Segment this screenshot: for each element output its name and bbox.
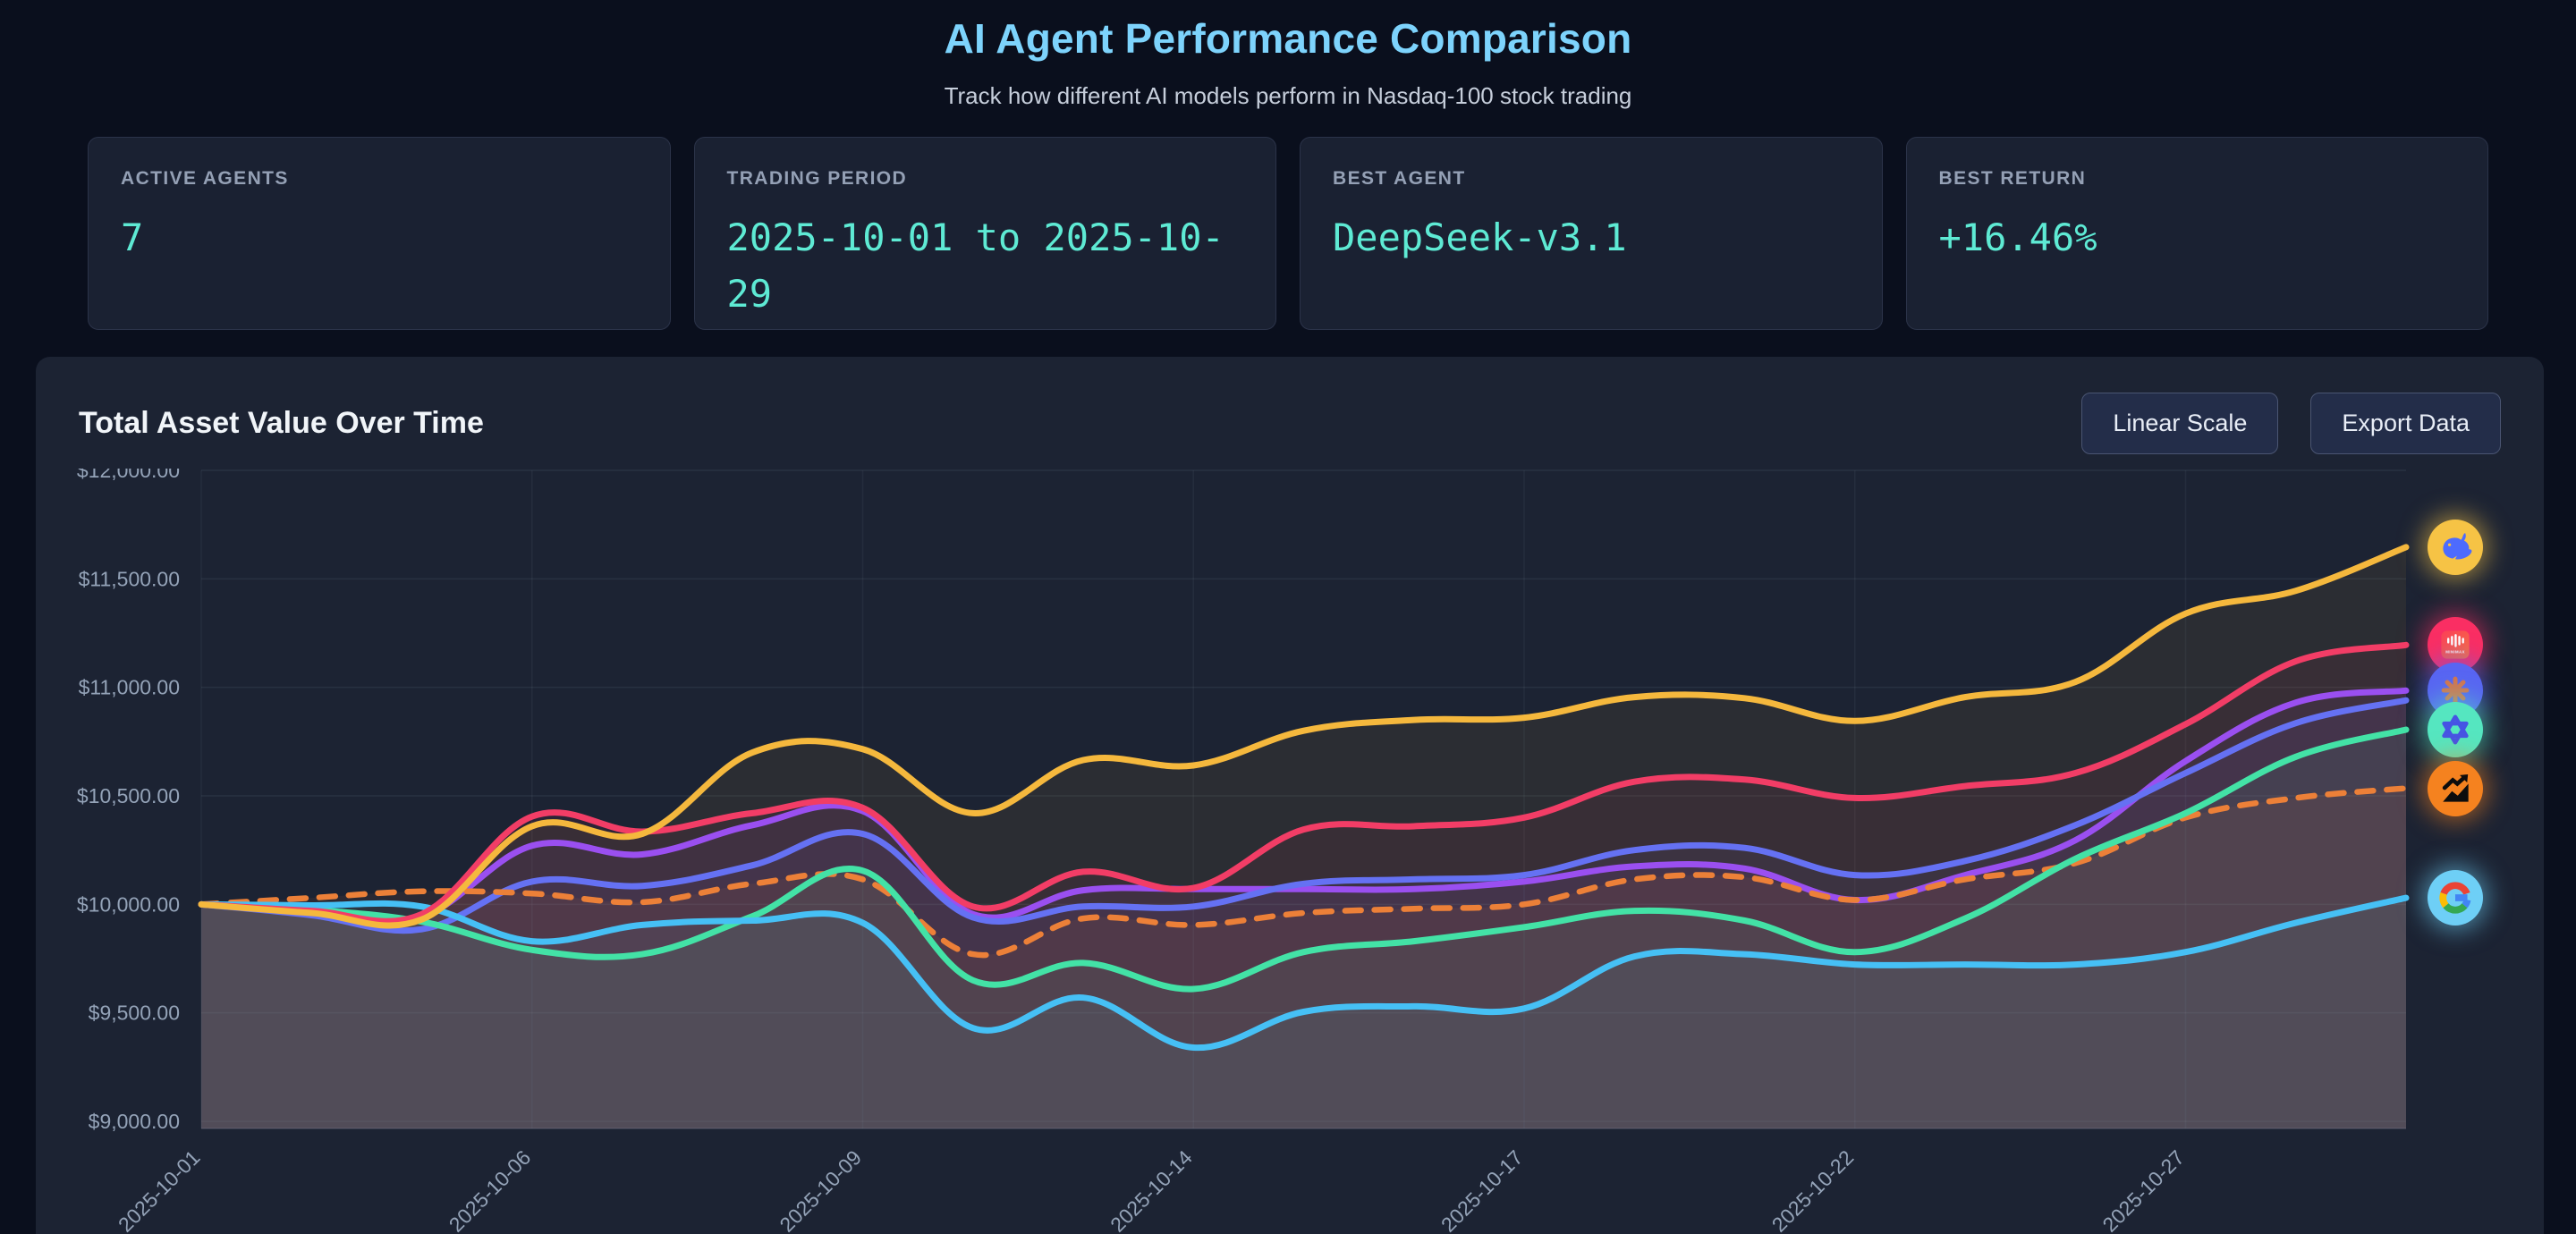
chart-panel-header: Total Asset Value Over Time Linear Scale… bbox=[36, 357, 2544, 454]
y-axis-tick-label: $10,500.00 bbox=[77, 784, 180, 807]
y-axis-tick-label: $11,000.00 bbox=[79, 676, 180, 699]
series-area-claude-purple bbox=[201, 690, 2406, 1128]
series-line-claude-purple bbox=[198, 687, 2410, 925]
stats-row: ACTIVE AGENTS 7 TRADING PERIOD 2025-10-01 t… bbox=[88, 137, 2488, 330]
y-axis-tick-label: $9,500.00 bbox=[89, 1002, 180, 1025]
stat-value: 2025-10-01 to 2025-10-29 bbox=[726, 216, 1224, 316]
legend-badge-deepseek-yellow bbox=[2428, 519, 2483, 575]
series-area-benchmark-dashed bbox=[201, 788, 2406, 1128]
y-axis-tick-label: $10,000.00 bbox=[77, 892, 180, 916]
stat-value: +16.46% bbox=[1938, 216, 2097, 259]
qwen-knot-icon bbox=[2442, 714, 2469, 745]
series-line-unlabeled-indigo bbox=[198, 697, 2410, 934]
stat-label: BEST RETURN bbox=[1938, 168, 2087, 189]
linear-scale-button[interactable]: Linear Scale bbox=[2081, 393, 2279, 454]
legend-badge-gemini-lightblue bbox=[2428, 870, 2483, 926]
line-chart: $12,000.00 $11,500.00 $11,000.00 $10,500.00… bbox=[77, 469, 2410, 1234]
stat-card-best-return: BEST RETURN +16.46% bbox=[1905, 137, 2488, 330]
series-line-deepseek-yellow bbox=[198, 544, 2410, 929]
x-axis-tick-label: 2025-10-09 bbox=[775, 1145, 866, 1234]
y-axis-tick-label: $12,000.00 bbox=[77, 469, 180, 482]
export-data-button[interactable]: Export Data bbox=[2310, 393, 2501, 454]
stat-card-active-agents: ACTIVE AGENTS 7 bbox=[88, 137, 671, 330]
stat-value: 7 bbox=[121, 216, 144, 259]
x-axis-tick-label: 2025-10-06 bbox=[445, 1145, 536, 1234]
page-header: AI Agent Performance Comparison Track ho… bbox=[0, 0, 2576, 110]
series-line-benchmark-dashed bbox=[198, 785, 2410, 959]
legend-badge-qwen-teal bbox=[2428, 701, 2483, 757]
x-axis-tick-label: 2025-10-14 bbox=[1106, 1145, 1197, 1234]
stat-value: DeepSeek-v3.1 bbox=[1333, 216, 1627, 259]
x-axis-tick-label: 2025-10-01 bbox=[114, 1145, 205, 1234]
stat-label: BEST AGENT bbox=[1333, 168, 1466, 189]
deepseek-whale-icon bbox=[2443, 532, 2472, 560]
page-title: AI Agent Performance Comparison bbox=[944, 15, 1632, 62]
series-line-minimax-pink bbox=[198, 641, 2410, 925]
x-axis-tick-label: 2025-10-27 bbox=[2097, 1145, 2189, 1234]
stat-card-trading-period: TRADING PERIOD 2025-10-01 to 2025-10-29 bbox=[693, 137, 1276, 330]
stat-card-best-agent: BEST AGENT DeepSeek-v3.1 bbox=[1300, 137, 1883, 330]
chart-panel: Total Asset Value Over Time Linear Scale… bbox=[36, 357, 2544, 1234]
claude-asterisk-icon bbox=[2441, 676, 2470, 705]
stat-label: ACTIVE AGENTS bbox=[121, 168, 289, 189]
legend-badge-benchmark-dashed bbox=[2428, 760, 2483, 816]
minimax-icon: MINIMAX bbox=[2441, 630, 2470, 659]
chart-canvas[interactable]: $12,000.00 $11,500.00 $11,000.00 $10,500.00… bbox=[36, 357, 2544, 1234]
chart-title: Total Asset Value Over Time bbox=[79, 406, 484, 440]
series-area-qwen-teal bbox=[201, 730, 2406, 1128]
svg-text:MINIMAX: MINIMAX bbox=[2445, 650, 2465, 655]
x-axis-tick-label: 2025-10-17 bbox=[1436, 1145, 1528, 1234]
chart-toolbar: Linear Scale Export Data bbox=[2081, 393, 2501, 454]
series-line-gemini-lightblue bbox=[198, 894, 2410, 1052]
page-subtitle: Track how different AI models perform in… bbox=[944, 82, 1632, 109]
y-axis-tick-label: $9,000.00 bbox=[89, 1110, 180, 1133]
y-axis-tick-label: $11,500.00 bbox=[79, 567, 180, 590]
x-axis-tick-label: 2025-10-22 bbox=[1767, 1145, 1859, 1234]
series-area-deepseek-yellow bbox=[201, 546, 2406, 1128]
trending-up-icon bbox=[2442, 773, 2469, 802]
google-g-icon bbox=[2439, 882, 2471, 914]
series-line-qwen-teal bbox=[198, 726, 2410, 993]
stat-label: TRADING PERIOD bbox=[726, 168, 908, 189]
